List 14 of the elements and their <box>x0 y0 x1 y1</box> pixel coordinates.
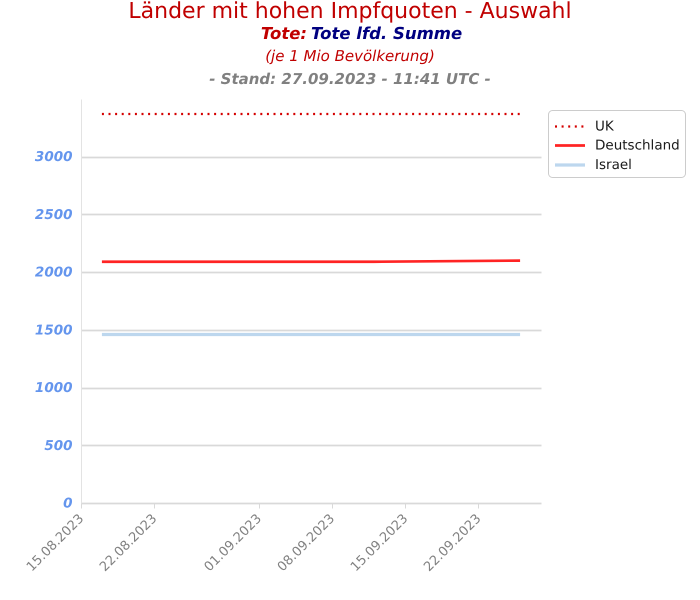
y-tick-label: 0 <box>63 496 72 512</box>
legend-label: Israel <box>595 157 632 173</box>
text: (je 1 Mio Bevölkerung) <box>265 47 435 65</box>
y-tick-label: 1000 <box>34 380 72 396</box>
text: - Stand: 27.09.2023 - 11:41 UTC - <box>209 70 491 88</box>
legend-label: Deutschland <box>595 138 680 154</box>
chart-title: Länder mit hohen Impfquoten - Auswahl <box>128 0 572 24</box>
y-tick-label: 3000 <box>34 149 72 166</box>
chart-subtitle: Tote: Tote lfd. Summe <box>260 24 462 43</box>
legend-label: UK <box>595 118 615 134</box>
y-tick-label: 1500 <box>34 322 72 338</box>
y-tick-label: 2500 <box>34 206 72 223</box>
y-tick-label: 2000 <box>34 264 72 281</box>
y-tick-label: 500 <box>44 438 72 454</box>
